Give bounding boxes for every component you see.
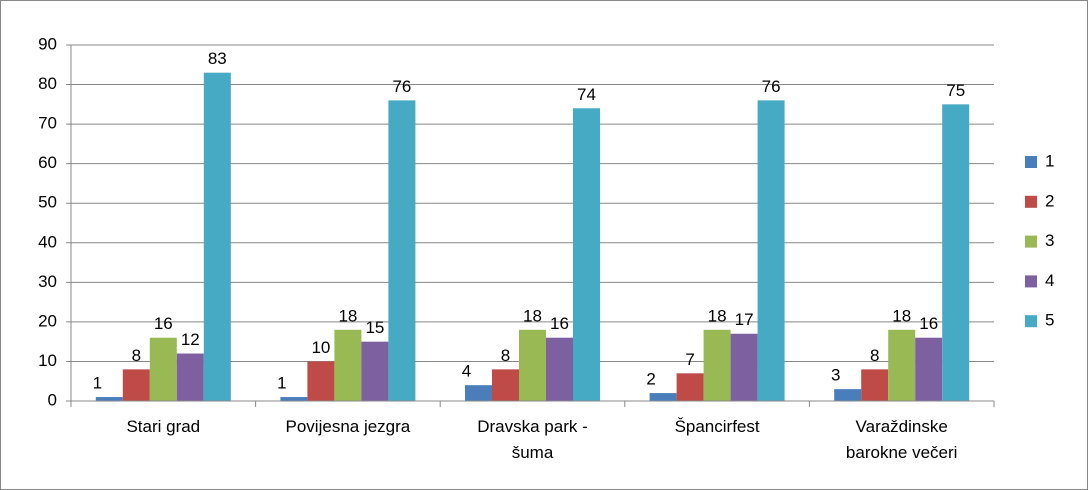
legend-label: 5 [1045,311,1054,330]
y-tick-label: 10 [38,351,57,370]
bar [546,337,573,401]
y-tick-label: 90 [38,34,57,53]
bar [888,329,916,401]
bar [388,100,416,401]
x-tick-label: Stari grad [126,417,201,436]
legend-swatch [1025,315,1037,328]
legend-swatch [1025,235,1037,248]
data-label: 1 [93,374,102,393]
y-tick-label: 30 [38,272,57,291]
legend-label: 2 [1045,191,1054,210]
y-tick-label: 50 [38,193,57,212]
data-label: 75 [946,81,965,100]
legend-label: 3 [1045,231,1054,250]
data-label: 8 [870,346,879,365]
data-label: 74 [577,85,596,104]
legend-swatch [1025,156,1037,168]
bar [203,72,231,401]
bar [834,389,862,401]
bar [95,397,123,401]
x-tick-label: Špancirfest [674,417,760,436]
data-label: 16 [550,314,569,333]
bar [730,333,758,401]
data-label: 1 [277,374,286,393]
y-tick-label: 60 [38,153,57,172]
data-label: 16 [154,314,173,333]
data-label: 8 [132,346,141,365]
legend-swatch [1025,195,1037,208]
data-label: 15 [365,318,384,337]
y-tick-label: 80 [38,74,57,93]
data-label: 18 [708,306,727,325]
x-tick-label: Varaždinske barokne večeri [845,417,958,462]
bar [757,100,785,401]
data-label: 8 [501,346,510,365]
data-label: 7 [685,350,694,369]
bar [176,353,204,401]
x-tick-label: Povijesna jezgra [285,417,411,436]
data-label: 16 [919,314,938,333]
y-tick-label: 0 [48,390,57,409]
data-label: 2 [646,370,655,389]
legend-swatch [1025,275,1037,288]
legend-label: 4 [1045,271,1054,290]
y-tick-label: 40 [38,232,57,251]
bar [280,397,308,401]
data-label: 76 [392,77,411,96]
bar [861,369,889,401]
data-label: 4 [462,362,471,381]
data-label: 12 [181,330,200,349]
y-tick-label: 20 [38,311,57,330]
data-label: 18 [338,306,357,325]
bar [519,329,546,401]
bar [334,329,362,401]
bar [649,393,677,401]
data-label: 10 [311,338,330,357]
data-label: 17 [735,310,754,329]
bar [492,369,519,401]
legend-label: 1 [1045,151,1054,170]
bar [307,361,335,401]
data-label: 18 [523,306,542,325]
y-tick-label: 70 [38,114,57,133]
x-tick-label: Dravska park - šuma [477,417,588,462]
bar [149,337,177,401]
data-label: 18 [892,306,911,325]
bar [573,108,600,402]
bar [915,337,943,401]
bar [676,373,704,401]
bar [465,385,492,401]
bar [703,329,731,401]
data-label: 83 [208,49,227,68]
data-label: 3 [831,366,840,385]
data-label: 76 [762,77,781,96]
bar [942,104,970,401]
bar [361,341,389,401]
bar [122,369,150,401]
